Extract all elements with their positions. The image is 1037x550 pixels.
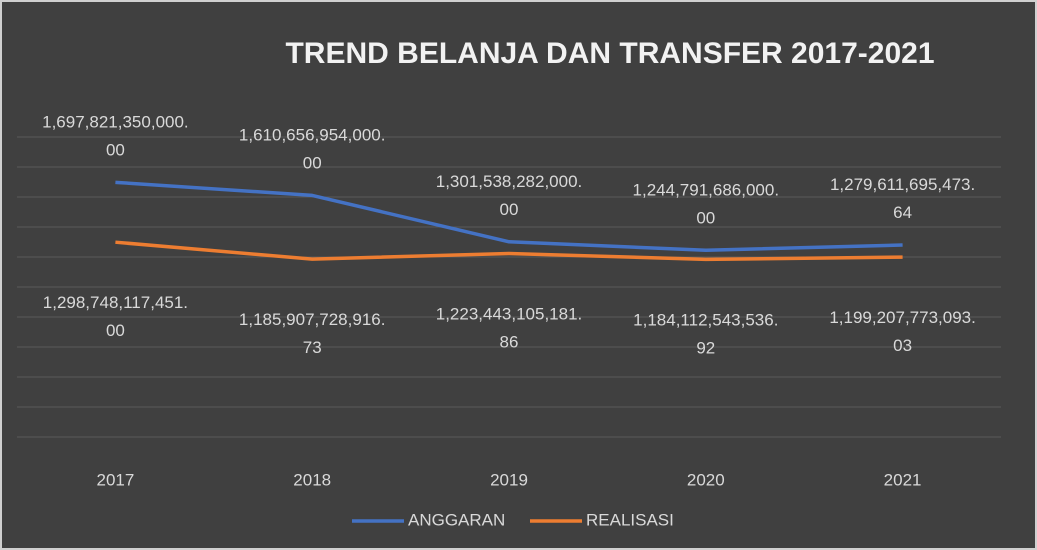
- data-label: 1,184,112,543,536. 92: [633, 311, 778, 358]
- x-tick-label: 2020: [687, 470, 725, 489]
- line-series: [115, 180, 903, 253]
- chart-title: TREND BELANJA DAN TRANSFER 2017-2021: [285, 37, 934, 70]
- legend-label: ANGGARAN: [408, 510, 505, 529]
- line-series: [115, 240, 903, 262]
- data-label: 1,199,207,773,093. 03: [829, 309, 976, 356]
- data-label: 1,697,821,350,000. 00: [42, 113, 189, 160]
- data-label: 1,223,443,105,181. 86: [436, 305, 583, 352]
- x-tick-label: 2019: [490, 470, 528, 489]
- data-label: 1,298,748,117,451. 00: [43, 294, 188, 341]
- data-label: 1,301,538,282,000. 00: [436, 172, 583, 219]
- data-label: 1,279,611,695,473. 64: [830, 176, 975, 223]
- x-tick-label: 2021: [884, 470, 922, 489]
- legend-label: REALISASI: [586, 510, 674, 529]
- data-label: 1,244,791,686,000. 00: [633, 181, 780, 228]
- data-label: 1,610,656,954,000. 00: [239, 126, 386, 173]
- data-label: 1,185,907,728,916. 73: [239, 311, 386, 358]
- x-tick-label: 2018: [293, 470, 331, 489]
- x-tick-label: 2017: [96, 470, 134, 489]
